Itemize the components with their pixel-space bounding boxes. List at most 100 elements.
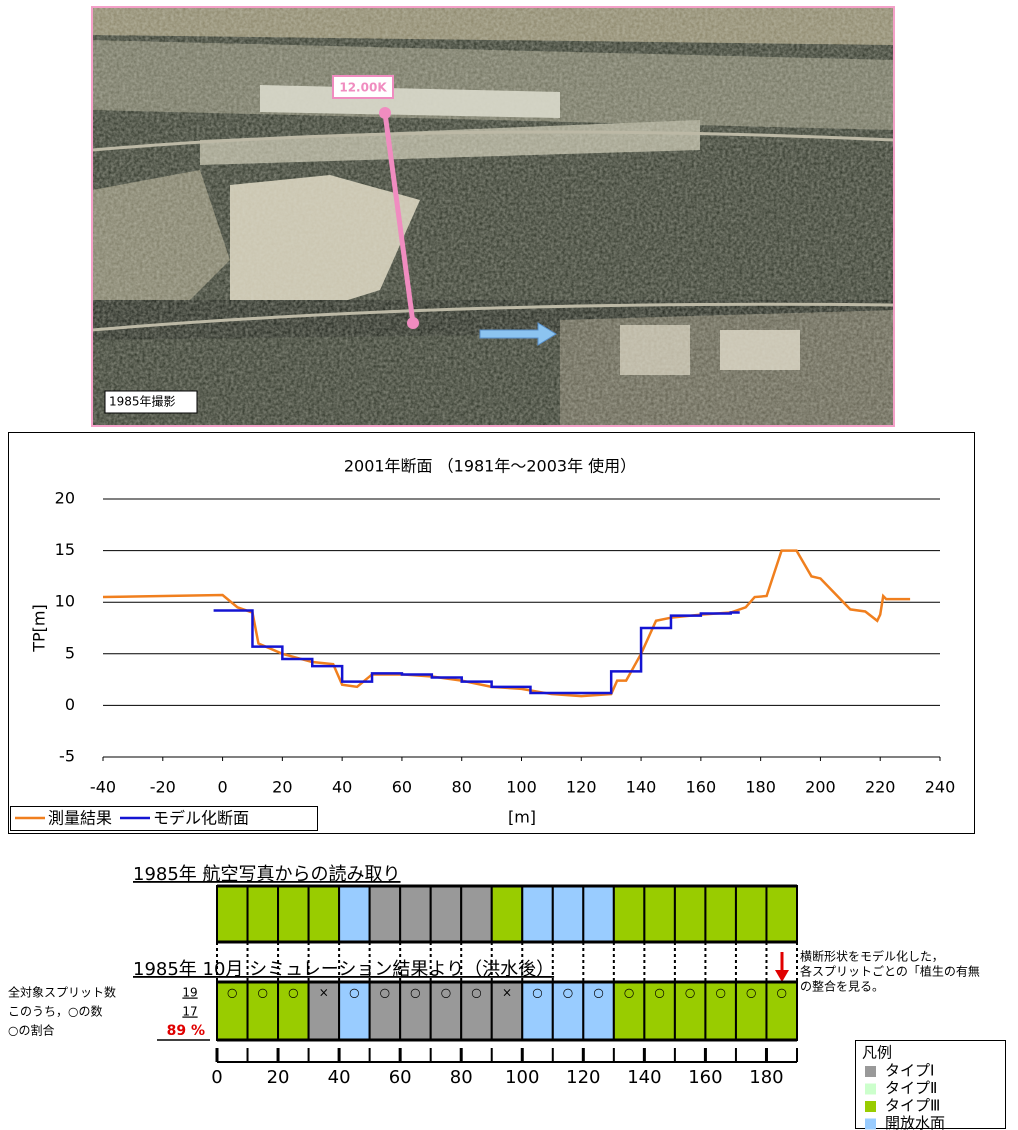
x-tick-label: 120 xyxy=(566,778,597,797)
split-mark: ○ xyxy=(471,986,481,1000)
series-line xyxy=(213,609,740,695)
aerial-photo xyxy=(92,7,894,426)
split-mark: ○ xyxy=(532,986,542,1000)
split-mark: ○ xyxy=(441,986,451,1000)
caption-box xyxy=(104,390,198,414)
split-cell xyxy=(216,885,249,943)
split-cell xyxy=(338,885,371,943)
x-tick-label: 80 xyxy=(452,778,472,797)
split-mark: ○ xyxy=(715,986,725,1000)
legend-label: モデル化断面 xyxy=(153,809,249,828)
x-tick-label: 20 xyxy=(272,778,292,797)
split-cell xyxy=(307,885,341,943)
x-tick-label: 160 xyxy=(688,1067,722,1088)
split-mark: × xyxy=(502,986,512,1000)
y-tick-label: 5 xyxy=(65,643,75,662)
x-tick-label: 140 xyxy=(626,778,657,797)
x-tick-label: 100 xyxy=(506,778,537,797)
split-cell xyxy=(643,885,676,943)
split-cell xyxy=(307,981,341,1041)
x-tick-label: 80 xyxy=(450,1067,473,1088)
legend-title: 凡例 xyxy=(862,1044,892,1062)
row-title: 1985年 航空写真からの読み取り xyxy=(133,864,401,885)
split-cell xyxy=(582,885,615,943)
x-tick-label: 100 xyxy=(505,1067,539,1088)
annotation: 各スプリットごとの「植生の有無 xyxy=(800,964,980,979)
x-tick-label: 140 xyxy=(627,1067,661,1088)
split-cell xyxy=(490,885,524,943)
split-mark: ○ xyxy=(593,986,603,1000)
split-cell xyxy=(490,981,524,1041)
marker-box xyxy=(332,75,394,99)
split-cell xyxy=(734,885,768,943)
annotation: の整合を見る。 xyxy=(800,979,884,994)
legend-box xyxy=(10,806,318,831)
legend-swatch xyxy=(865,1101,876,1112)
stat-label: ○の割合 xyxy=(8,1023,54,1038)
chart-frame xyxy=(8,432,975,834)
y-tick-label: 15 xyxy=(55,540,75,559)
stat-value: 19 xyxy=(182,986,197,1000)
row-title: 1985年 10月 シミュレーション結果より（洪水後） xyxy=(133,959,554,980)
y-tick-label: -5 xyxy=(59,747,75,766)
split-mark: ○ xyxy=(349,986,359,1000)
split-cell xyxy=(704,885,737,943)
stat-label: このうち，○の数 xyxy=(8,1004,102,1019)
split-mark: ○ xyxy=(227,986,237,1000)
legend-label: 開放水面 xyxy=(885,1114,945,1130)
flow-arrow xyxy=(479,322,557,346)
x-tick-label: 180 xyxy=(745,778,776,797)
section-line xyxy=(382,112,416,324)
legend-label: タイプⅠ xyxy=(885,1062,934,1080)
split-cell xyxy=(521,885,554,943)
y-tick-label: 20 xyxy=(55,489,75,508)
legend-label: タイプⅡ xyxy=(885,1079,937,1097)
x-tick-label: 40 xyxy=(328,1067,351,1088)
annotation-arrowhead xyxy=(775,970,789,982)
split-cell xyxy=(399,885,432,943)
legend-swatch xyxy=(865,1118,876,1130)
split-cell xyxy=(704,981,737,1041)
legend-swatch xyxy=(865,1066,876,1077)
split-cell xyxy=(368,885,402,943)
marker-label: 12.00K xyxy=(339,81,387,95)
legend-swatch xyxy=(865,1083,876,1095)
y-tick-label: 10 xyxy=(55,592,75,611)
x-tick-label: 60 xyxy=(389,1067,412,1088)
x-tick-label: -40 xyxy=(90,778,116,797)
split-cell xyxy=(612,885,646,943)
x-tick-label: 0 xyxy=(217,778,227,797)
x-tick-label: 220 xyxy=(865,778,896,797)
stat-label: 全対象スプリット数 xyxy=(8,985,116,1000)
x-tick-label: 40 xyxy=(332,778,352,797)
x-tick-label: 120 xyxy=(566,1067,600,1088)
split-mark: ○ xyxy=(563,986,573,1000)
legend-label: タイプⅢ xyxy=(885,1097,940,1115)
series-line xyxy=(102,549,911,698)
split-cell xyxy=(673,885,707,943)
y-axis-label: TP[m] xyxy=(30,604,49,653)
annotation: 横断形状をモデル化した， xyxy=(800,949,944,964)
split-cell xyxy=(277,981,310,1041)
split-cell xyxy=(765,885,799,943)
split-mark: ○ xyxy=(380,986,390,1000)
split-cell xyxy=(277,885,310,943)
split-mark: ○ xyxy=(654,986,664,1000)
split-cell xyxy=(460,885,493,943)
stat-value: 17 xyxy=(182,1005,197,1019)
section-end xyxy=(407,317,419,329)
x-tick-label: 180 xyxy=(749,1067,783,1088)
legend-label: 測量結果 xyxy=(48,809,112,828)
split-mark: × xyxy=(319,986,329,1000)
x-tick-label: 240 xyxy=(925,778,956,797)
x-tick-label: 160 xyxy=(686,778,717,797)
split-mark: ○ xyxy=(258,986,268,1000)
split-mark: ○ xyxy=(410,986,420,1000)
x-tick-label: 200 xyxy=(805,778,836,797)
split-cell xyxy=(429,885,463,943)
section-end xyxy=(379,107,391,119)
chart-title: 2001年断面 （1981年～2003年 使用） xyxy=(344,457,636,476)
split-cell xyxy=(551,885,585,943)
